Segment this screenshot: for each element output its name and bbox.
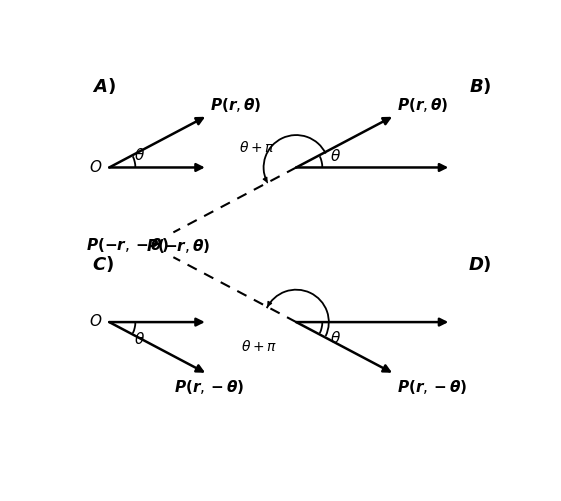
Text: $\theta + \pi$: $\theta + \pi$	[239, 139, 275, 154]
Text: $O$: $O$	[89, 158, 103, 174]
Text: $\theta$: $\theta$	[134, 146, 145, 162]
Text: $\boldsymbol{B)}$: $\boldsymbol{B)}$	[470, 76, 492, 96]
Text: $\boldsymbol{P(-r, -\theta)}$: $\boldsymbol{P(-r, -\theta)}$	[86, 236, 169, 254]
Text: $\theta$: $\theta$	[330, 147, 341, 163]
Text: $O$: $O$	[89, 313, 103, 329]
Text: $\boldsymbol{P(r, -\theta)}$: $\boldsymbol{P(r, -\theta)}$	[174, 377, 245, 395]
Text: $\theta + \pi$: $\theta + \pi$	[241, 338, 277, 353]
Text: $\boldsymbol{P(-r, \theta)}$: $\boldsymbol{P(-r, \theta)}$	[145, 237, 210, 255]
Text: $\theta$: $\theta$	[330, 329, 341, 345]
Text: $\boldsymbol{D)}$: $\boldsymbol{D)}$	[468, 253, 492, 273]
Text: $\boldsymbol{P(r, -\theta)}$: $\boldsymbol{P(r, -\theta)}$	[397, 377, 467, 395]
Text: $\boldsymbol{A)}$: $\boldsymbol{A)}$	[92, 76, 116, 96]
Text: $\boldsymbol{C)}$: $\boldsymbol{C)}$	[92, 253, 114, 273]
Text: $\boldsymbol{P(r, \theta)}$: $\boldsymbol{P(r, \theta)}$	[397, 96, 448, 114]
Text: $\theta$: $\theta$	[134, 330, 145, 346]
Text: $\boldsymbol{P(r, \theta)}$: $\boldsymbol{P(r, \theta)}$	[210, 96, 261, 114]
